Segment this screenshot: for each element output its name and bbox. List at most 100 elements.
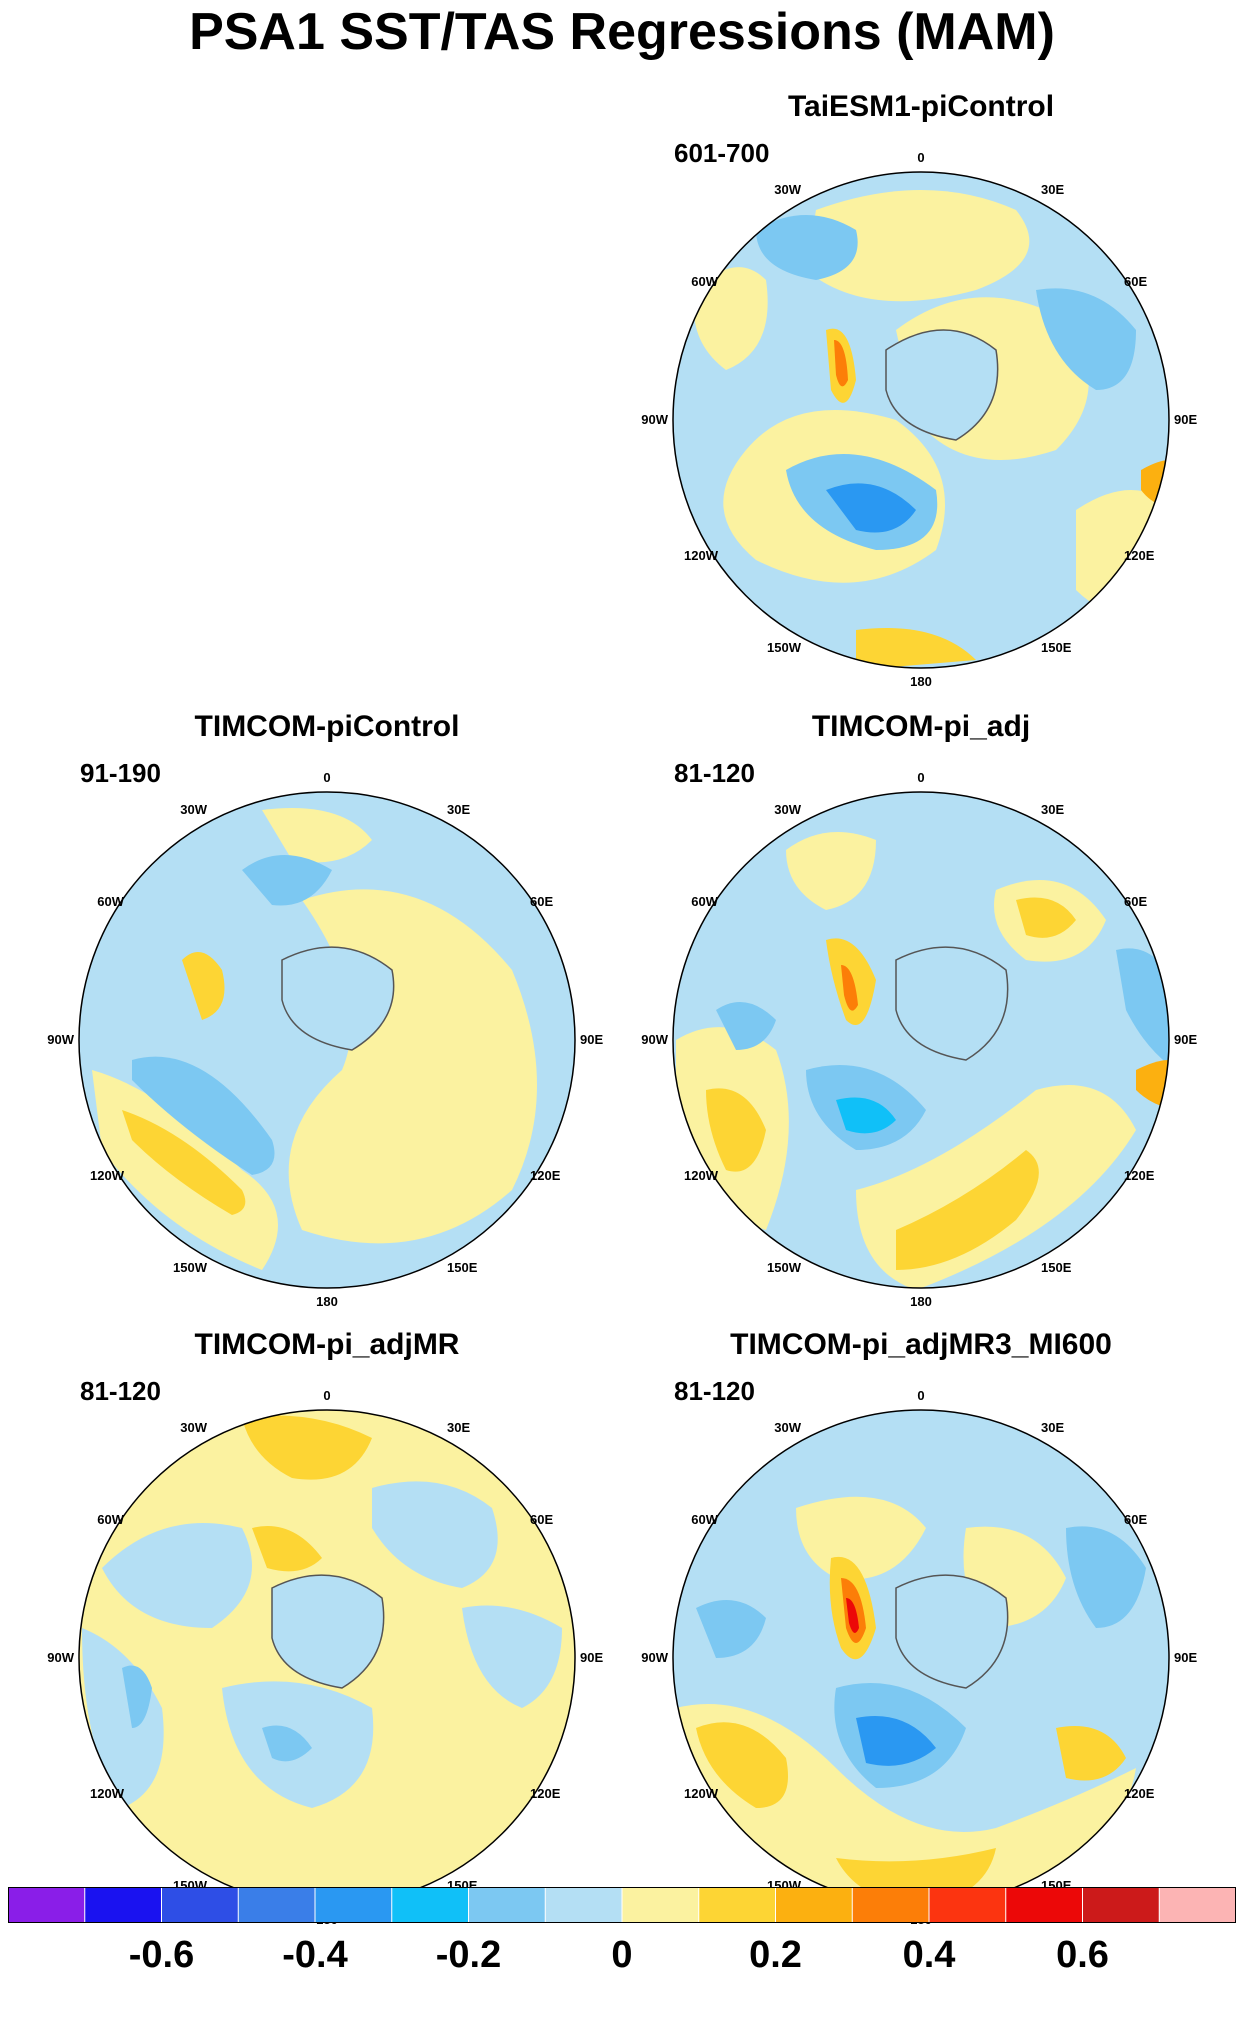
lon-label: 0 bbox=[917, 150, 924, 165]
lon-label: 30W bbox=[774, 1420, 801, 1435]
colorbar-swatch bbox=[928, 1887, 1007, 1923]
polar-map-timcom-pi-adj: 0 30E 60E 90E 120E 150E 180 150W 120W 90… bbox=[641, 770, 1197, 1309]
lon-label: 30W bbox=[774, 182, 801, 197]
lon-label: 0 bbox=[323, 770, 330, 785]
colorbar-swatch bbox=[1005, 1887, 1084, 1923]
lon-label: 60E bbox=[530, 1512, 553, 1527]
lon-label: 60E bbox=[1124, 894, 1147, 909]
lon-label: 60W bbox=[691, 274, 718, 289]
polar-map-timcom-pi-adjmr3-mi600: 0 30E 60E 90E 120E 150E 180 150W 120W 90… bbox=[641, 1388, 1197, 1927]
lon-label: 30E bbox=[1041, 1420, 1064, 1435]
lon-label: 60E bbox=[1124, 1512, 1147, 1527]
lon-label: 60E bbox=[1124, 274, 1147, 289]
lon-label: 120W bbox=[90, 1786, 125, 1801]
lon-label: 30E bbox=[447, 1420, 470, 1435]
colorbar-swatch bbox=[698, 1887, 777, 1923]
lon-label: 120E bbox=[530, 1786, 561, 1801]
lon-label: 90W bbox=[47, 1032, 74, 1047]
colorbar-labels: -0.6 -0.4 -0.2 0 0.2 0.4 0.6 bbox=[0, 1934, 1244, 1994]
lon-label: 90E bbox=[1174, 412, 1197, 427]
panel-years-label: 91-190 bbox=[80, 758, 161, 788]
lon-label: 150E bbox=[1041, 1260, 1072, 1275]
lon-label: 150W bbox=[767, 1260, 802, 1275]
colorbar-swatch bbox=[468, 1887, 547, 1923]
lon-label: 180 bbox=[910, 1294, 932, 1309]
colorbar-tick-label: 0 bbox=[611, 1934, 633, 1976]
lon-label: 90W bbox=[47, 1650, 74, 1665]
lon-label: 90W bbox=[641, 1650, 668, 1665]
lon-label: 90W bbox=[641, 412, 668, 427]
colorbar-tick-label: -0.6 bbox=[128, 1934, 195, 1976]
colorbar-swatch bbox=[8, 1887, 86, 1923]
colorbar-swatch bbox=[775, 1887, 854, 1923]
panel-timcom-picontrol: TIMCOM-piControl 91-190 0 30E 60E 90E 12… bbox=[42, 710, 612, 1310]
colorbar-swatch bbox=[84, 1887, 163, 1923]
panel-timcom-pi-adjmr: TIMCOM-pi_adjMR 81-120 0 30E 60E 90E 120… bbox=[42, 1328, 612, 1928]
polar-map-taiesm1: 0 30E 60E 90E 120E 150E 180 150W 120W 90… bbox=[641, 150, 1197, 689]
panel-title: TaiESM1-piControl bbox=[787, 90, 1055, 123]
lon-label: 120E bbox=[1124, 548, 1155, 563]
lon-label: 120W bbox=[684, 548, 719, 563]
lon-label: 150W bbox=[767, 640, 802, 655]
lon-label: 60W bbox=[97, 1512, 124, 1527]
lon-label: 120W bbox=[90, 1168, 125, 1183]
lon-label: 150W bbox=[173, 1260, 208, 1275]
colorbar-swatch bbox=[1082, 1887, 1161, 1923]
colorbar-swatch bbox=[621, 1887, 700, 1923]
lon-label: 180 bbox=[316, 1294, 338, 1309]
lon-label: 0 bbox=[917, 770, 924, 785]
colorbar-swatch bbox=[1158, 1887, 1236, 1923]
panel-title: TIMCOM-pi_adjMR bbox=[194, 1328, 460, 1361]
lon-label: 150E bbox=[447, 1260, 478, 1275]
lon-label: 30W bbox=[180, 802, 207, 817]
colorbar-swatch bbox=[391, 1887, 470, 1923]
lon-label: 150E bbox=[1041, 640, 1072, 655]
colorbar-tick-label: 0.4 bbox=[902, 1934, 956, 1976]
lon-label: 90W bbox=[641, 1032, 668, 1047]
lon-label: 0 bbox=[917, 1388, 924, 1403]
lon-label: 180 bbox=[910, 674, 932, 689]
panel-taiesm1: TaiESM1-piControl 601-700 0 30E 60E 90E … bbox=[636, 90, 1206, 690]
colorbar bbox=[8, 1887, 1236, 1923]
panel-years-label: 81-120 bbox=[80, 1376, 161, 1406]
panel-title: TIMCOM-piControl bbox=[194, 710, 460, 743]
lon-label: 60W bbox=[691, 1512, 718, 1527]
lon-label: 30E bbox=[447, 802, 470, 817]
colorbar-tick-label: -0.4 bbox=[282, 1934, 348, 1976]
panel-years-label: 81-120 bbox=[674, 758, 755, 788]
lon-label: 120E bbox=[1124, 1786, 1155, 1801]
colorbar-swatch bbox=[851, 1887, 930, 1923]
colorbar-tick-label: 0.2 bbox=[749, 1934, 802, 1976]
polar-map-timcom-picontrol: 0 30E 60E 90E 120E 150E 180 150W 120W 90… bbox=[47, 770, 603, 1309]
panel-title: TIMCOM-pi_adjMR3_MI600 bbox=[730, 1328, 1112, 1361]
lon-label: 90E bbox=[580, 1650, 603, 1665]
lon-label: 90E bbox=[1174, 1032, 1197, 1047]
lon-label: 0 bbox=[323, 1388, 330, 1403]
colorbar-swatch bbox=[161, 1887, 240, 1923]
panel-title: TIMCOM-pi_adj bbox=[811, 710, 1031, 743]
lon-label: 120W bbox=[684, 1786, 719, 1801]
colorbar-outline bbox=[8, 1887, 1236, 1923]
panel-timcom-pi-adj: TIMCOM-pi_adj 81-120 0 30E 60E 90E 120E bbox=[636, 710, 1206, 1310]
lon-label: 120E bbox=[530, 1168, 561, 1183]
polar-map-timcom-pi-adjmr: 0 30E 60E 90E 120E 150E 180 150W 120W 90… bbox=[47, 1388, 603, 1927]
lon-label: 60W bbox=[97, 894, 124, 909]
figure-title: PSA1 SST/TAS Regressions (MAM) bbox=[189, 3, 1055, 61]
lon-label: 30E bbox=[1041, 182, 1064, 197]
panel-years-label: 601-700 bbox=[674, 138, 770, 168]
lon-label: 60E bbox=[530, 894, 553, 909]
lon-label: 30W bbox=[180, 1420, 207, 1435]
colorbar-swatch bbox=[544, 1887, 623, 1923]
lon-label: 120E bbox=[1124, 1168, 1155, 1183]
lon-label: 90E bbox=[580, 1032, 603, 1047]
colorbar-tick-label: 0.6 bbox=[1056, 1934, 1109, 1976]
lon-label: 30E bbox=[1041, 802, 1064, 817]
lon-label: 30W bbox=[774, 802, 801, 817]
lon-label: 120W bbox=[684, 1168, 719, 1183]
colorbar-swatch bbox=[237, 1887, 316, 1923]
colorbar-tick-label: -0.2 bbox=[435, 1934, 502, 1976]
panel-timcom-pi-adjmr3-mi600: TIMCOM-pi_adjMR3_MI600 81-120 0 30E 60E … bbox=[636, 1328, 1206, 1928]
lon-label: 90E bbox=[1174, 1650, 1197, 1665]
panel-years-label: 81-120 bbox=[674, 1376, 755, 1406]
lon-label: 60W bbox=[691, 894, 718, 909]
